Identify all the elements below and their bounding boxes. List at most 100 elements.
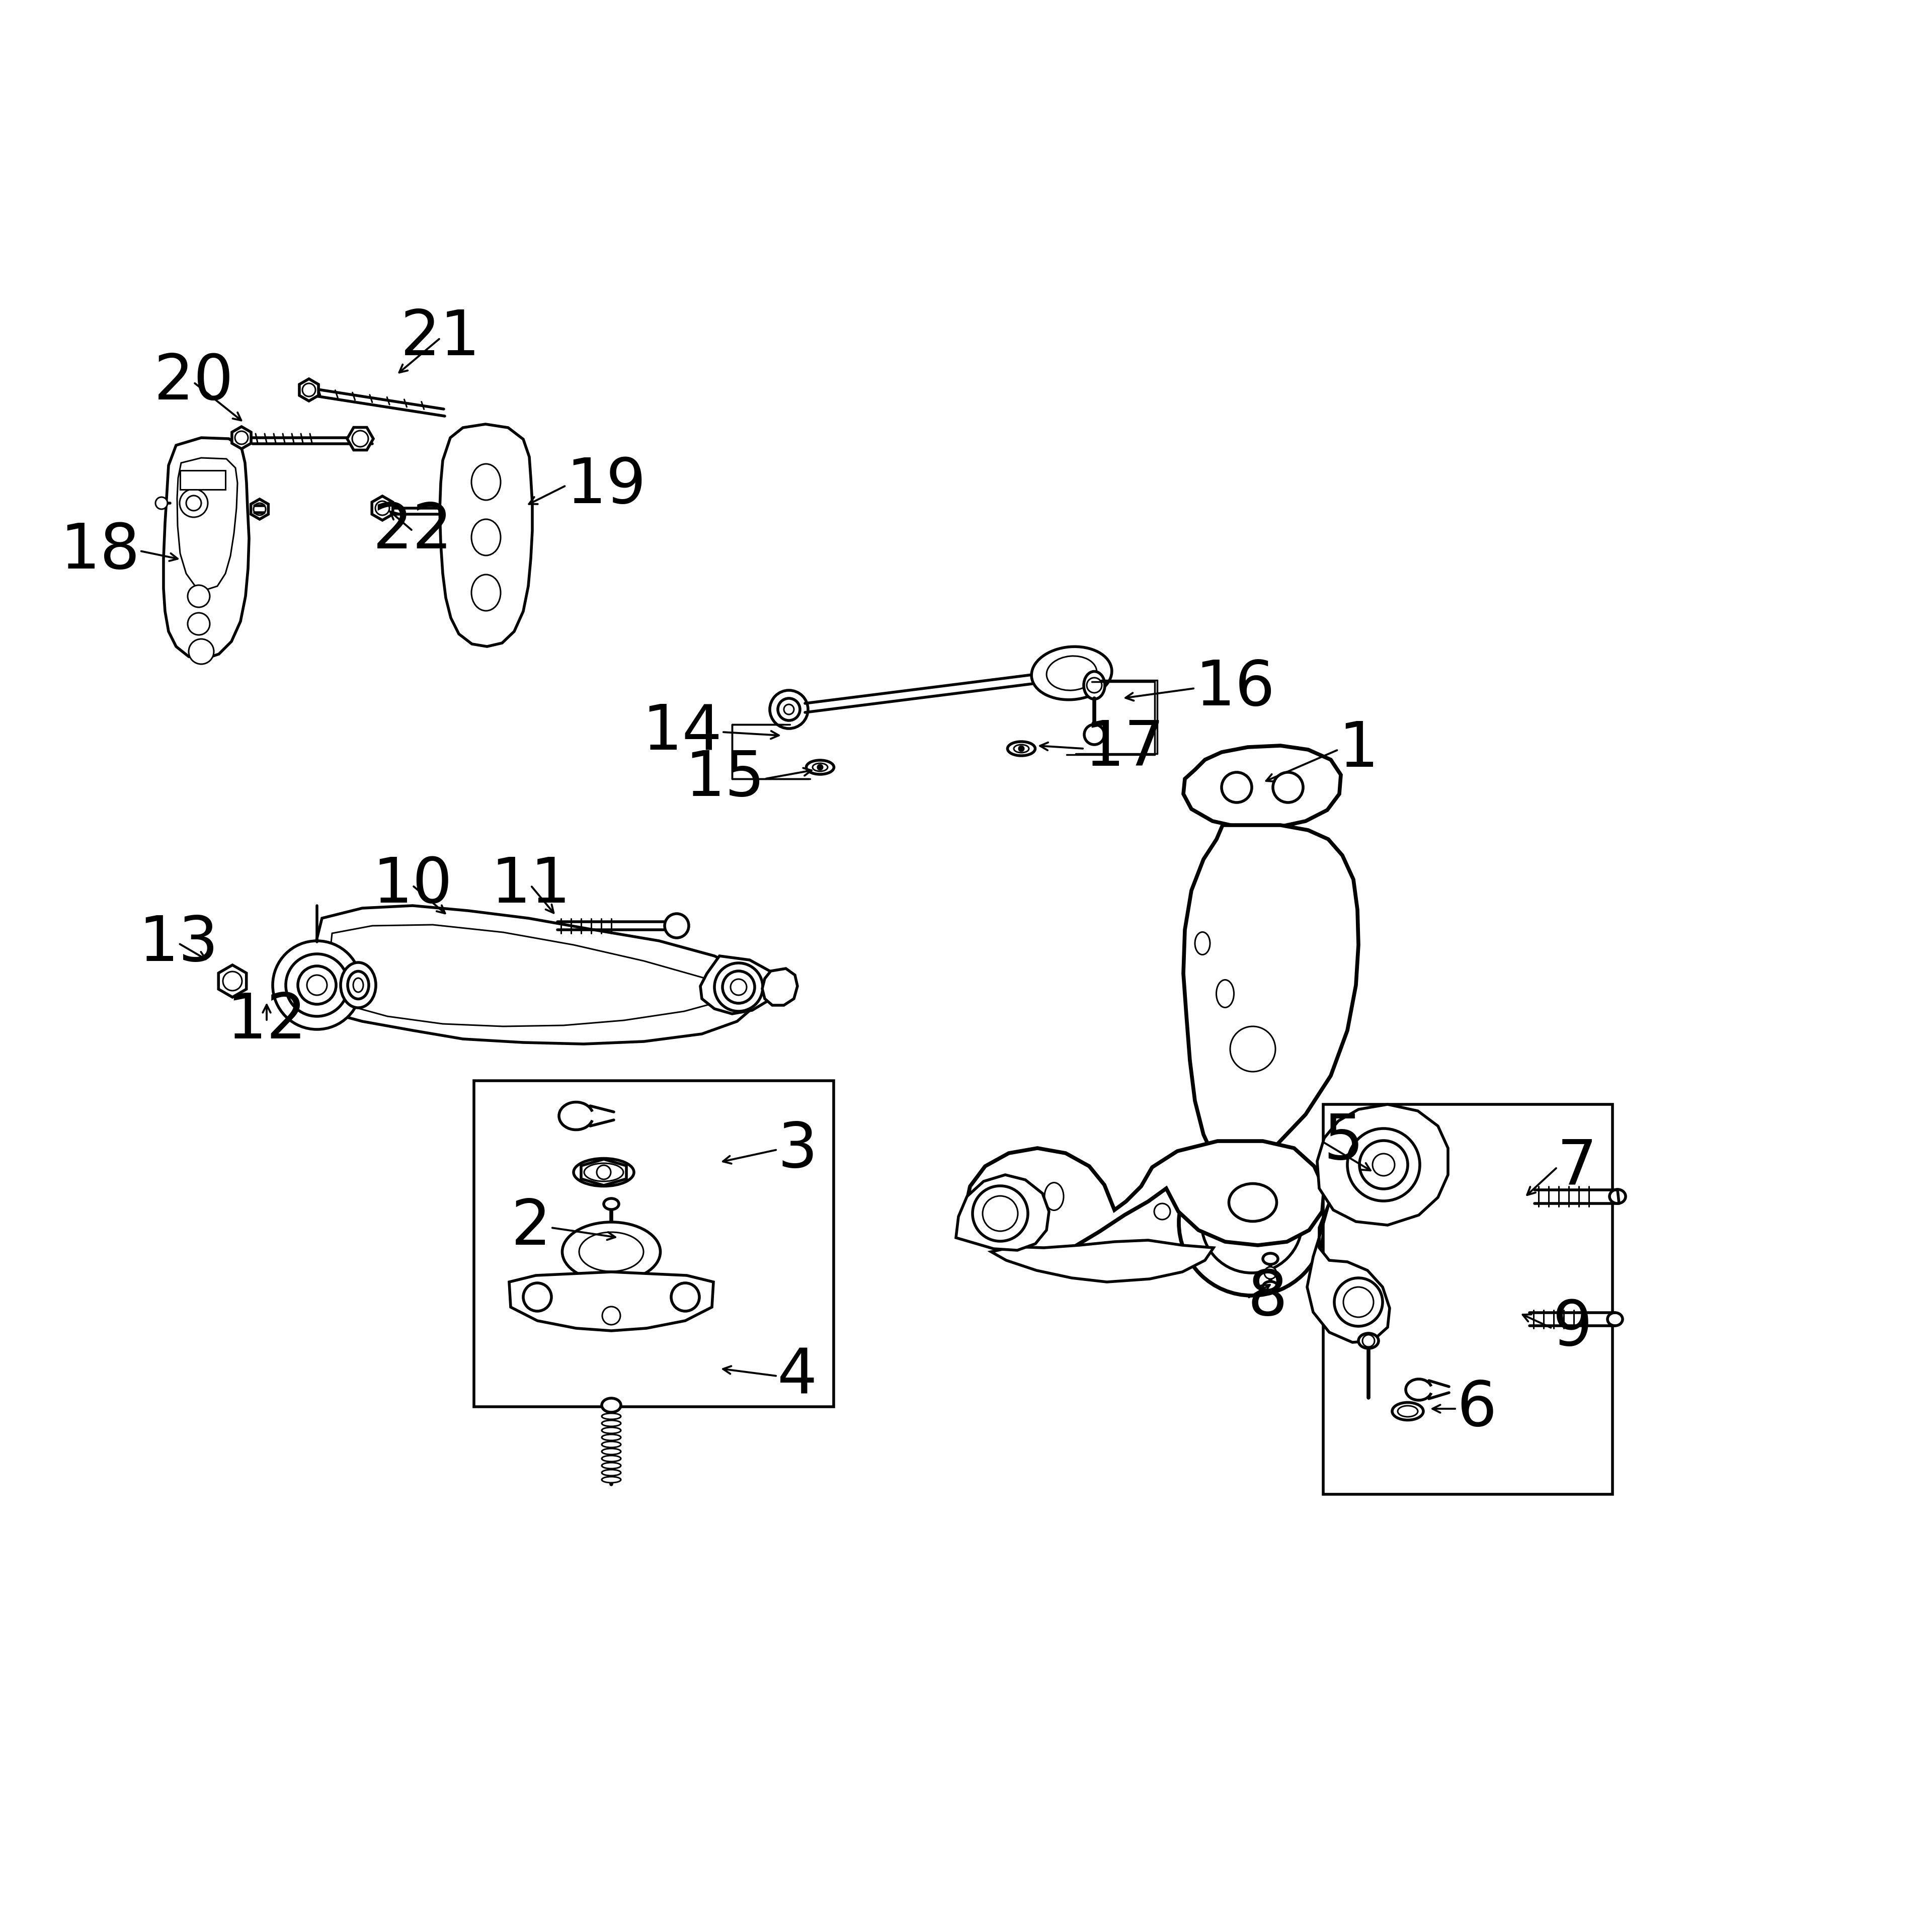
- Circle shape: [1347, 1128, 1420, 1202]
- Ellipse shape: [580, 1233, 643, 1271]
- Ellipse shape: [1264, 1281, 1277, 1293]
- Text: 5: 5: [1323, 1111, 1364, 1173]
- Circle shape: [983, 1196, 1018, 1231]
- Circle shape: [1202, 1173, 1302, 1273]
- Text: 1: 1: [1339, 719, 1378, 781]
- Circle shape: [784, 705, 794, 715]
- Circle shape: [286, 954, 348, 1016]
- Circle shape: [1179, 1150, 1325, 1296]
- Circle shape: [769, 690, 808, 728]
- Ellipse shape: [1032, 647, 1111, 699]
- Ellipse shape: [1607, 1312, 1623, 1325]
- Ellipse shape: [1045, 1182, 1065, 1209]
- Ellipse shape: [471, 574, 500, 611]
- Ellipse shape: [340, 962, 377, 1009]
- Bar: [180, 469, 226, 489]
- Ellipse shape: [348, 972, 369, 999]
- Circle shape: [715, 962, 763, 1010]
- Circle shape: [155, 497, 168, 510]
- Circle shape: [1264, 1267, 1277, 1279]
- Ellipse shape: [601, 1399, 620, 1412]
- Circle shape: [1221, 773, 1252, 802]
- Circle shape: [1362, 1335, 1374, 1347]
- Circle shape: [972, 1186, 1028, 1240]
- Text: 2: 2: [510, 1198, 551, 1258]
- Polygon shape: [232, 427, 251, 448]
- Text: 10: 10: [373, 856, 452, 916]
- Circle shape: [1343, 1287, 1374, 1318]
- Ellipse shape: [603, 1198, 618, 1209]
- Text: 4: 4: [777, 1345, 817, 1406]
- Text: 17: 17: [1084, 719, 1165, 779]
- Circle shape: [253, 502, 267, 516]
- Text: 14: 14: [641, 701, 723, 763]
- Ellipse shape: [1084, 672, 1105, 699]
- Circle shape: [272, 941, 361, 1030]
- Text: 16: 16: [1194, 657, 1275, 719]
- Ellipse shape: [806, 759, 835, 775]
- Polygon shape: [763, 968, 798, 1005]
- Ellipse shape: [1014, 744, 1030, 753]
- Polygon shape: [1318, 1105, 1447, 1225]
- Circle shape: [189, 639, 214, 665]
- Bar: [473, 1080, 835, 1406]
- Ellipse shape: [601, 1414, 620, 1420]
- Circle shape: [817, 765, 823, 769]
- Circle shape: [375, 500, 390, 516]
- Ellipse shape: [1217, 980, 1235, 1007]
- Polygon shape: [301, 906, 759, 1043]
- Bar: [1323, 1105, 1613, 1493]
- Polygon shape: [699, 956, 775, 1014]
- Circle shape: [1084, 725, 1105, 744]
- Text: 21: 21: [400, 307, 481, 369]
- Circle shape: [670, 1283, 699, 1312]
- Polygon shape: [991, 1240, 1213, 1283]
- Ellipse shape: [601, 1434, 620, 1441]
- Ellipse shape: [601, 1420, 620, 1426]
- Circle shape: [1360, 1140, 1408, 1188]
- Ellipse shape: [1609, 1190, 1625, 1204]
- Circle shape: [298, 966, 336, 1005]
- Ellipse shape: [1007, 742, 1036, 755]
- Polygon shape: [373, 497, 392, 520]
- Circle shape: [185, 497, 201, 510]
- Text: 6: 6: [1457, 1378, 1497, 1439]
- Text: 9: 9: [1551, 1298, 1592, 1358]
- Polygon shape: [582, 1159, 626, 1186]
- Ellipse shape: [601, 1441, 620, 1447]
- Ellipse shape: [601, 1463, 620, 1468]
- Ellipse shape: [1397, 1406, 1418, 1416]
- Ellipse shape: [471, 520, 500, 556]
- Ellipse shape: [813, 763, 827, 771]
- Ellipse shape: [601, 1470, 620, 1476]
- Ellipse shape: [1358, 1333, 1379, 1349]
- Ellipse shape: [1264, 1254, 1277, 1264]
- Text: 7: 7: [1557, 1136, 1598, 1198]
- Polygon shape: [964, 1142, 1323, 1256]
- Polygon shape: [510, 1271, 713, 1331]
- Ellipse shape: [601, 1428, 620, 1434]
- Text: 18: 18: [60, 520, 139, 582]
- Polygon shape: [348, 427, 373, 450]
- Ellipse shape: [1047, 657, 1097, 690]
- Ellipse shape: [1153, 1204, 1171, 1219]
- Polygon shape: [1182, 746, 1341, 827]
- Circle shape: [1372, 1153, 1395, 1177]
- Ellipse shape: [1393, 1403, 1424, 1420]
- Text: 20: 20: [155, 352, 234, 413]
- Polygon shape: [251, 498, 269, 520]
- Circle shape: [352, 431, 369, 446]
- Circle shape: [222, 972, 242, 991]
- Circle shape: [307, 976, 327, 995]
- Polygon shape: [1308, 1202, 1389, 1343]
- Polygon shape: [178, 458, 238, 589]
- Circle shape: [180, 489, 209, 518]
- Circle shape: [524, 1283, 551, 1312]
- Text: 12: 12: [226, 991, 307, 1051]
- Circle shape: [1086, 678, 1101, 694]
- Polygon shape: [440, 425, 533, 647]
- Ellipse shape: [562, 1223, 661, 1281]
- Circle shape: [1273, 773, 1302, 802]
- Text: 15: 15: [684, 748, 765, 810]
- Text: 8: 8: [1248, 1267, 1289, 1329]
